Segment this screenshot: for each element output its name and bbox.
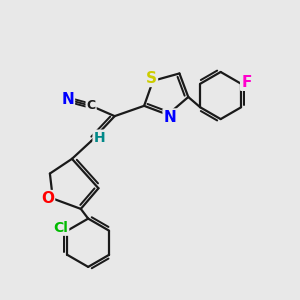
Text: N: N: [61, 92, 74, 107]
Text: S: S: [146, 71, 157, 86]
Text: N: N: [164, 110, 176, 124]
Text: C: C: [86, 99, 96, 112]
Text: Cl: Cl: [53, 221, 68, 235]
Text: F: F: [241, 75, 252, 90]
Text: H: H: [94, 130, 105, 145]
Text: O: O: [41, 191, 54, 206]
